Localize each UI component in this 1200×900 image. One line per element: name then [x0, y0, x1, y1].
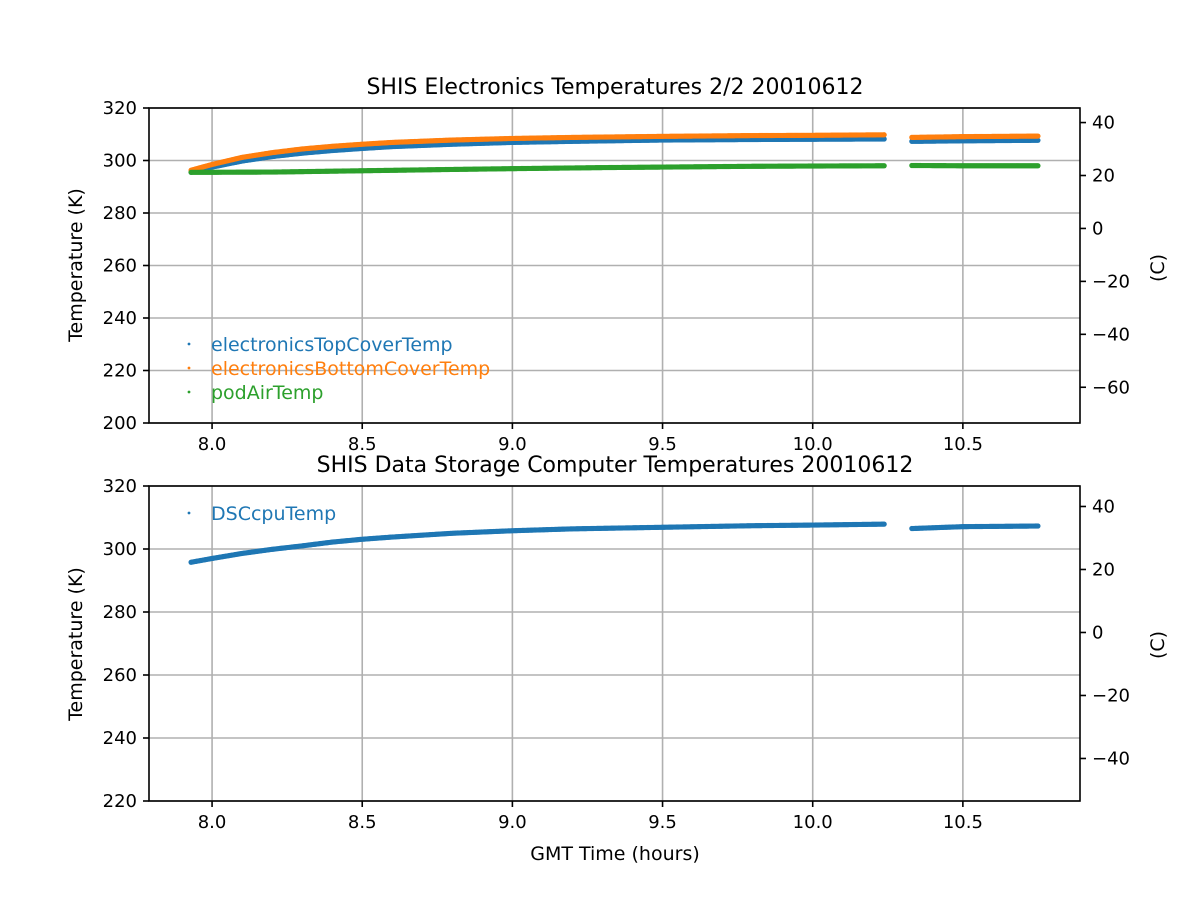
x-tick-label: 10.5	[943, 812, 983, 833]
y-tick-label: 280	[103, 602, 137, 623]
y2-tick-label: −60	[1092, 377, 1130, 398]
data-point	[1035, 133, 1041, 139]
legend-marker	[187, 342, 191, 346]
x-tick-label: 9.0	[498, 434, 527, 455]
y-tick-label: 240	[103, 728, 137, 749]
y2-tick-label: 0	[1092, 622, 1103, 643]
x-tick-label: 8.5	[348, 812, 377, 833]
bottom-y-axis-label: Temperature (K)	[65, 567, 87, 722]
y2-tick-label: 20	[1092, 559, 1115, 580]
x-tick-label: 9.5	[648, 434, 677, 455]
data-point	[881, 163, 887, 169]
y2-tick-label: 20	[1092, 166, 1115, 187]
bottom-chart-title: SHIS Data Storage Computer Temperatures …	[317, 453, 914, 478]
x-tick-label: 8.0	[198, 434, 227, 455]
top-y-axis-label: Temperature (K)	[65, 188, 87, 343]
data-point	[881, 521, 887, 527]
legend-label: podAirTemp	[211, 382, 323, 404]
electronics-temperature-panel: SHIS Electronics Temperatures 2/2 200106…	[65, 75, 1169, 455]
x-tick-label: 8.0	[198, 812, 227, 833]
data-point	[1035, 523, 1041, 529]
data-point	[1035, 163, 1041, 169]
y2-tick-label: −40	[1092, 748, 1130, 769]
legend-label: electronicsTopCoverTemp	[211, 334, 453, 356]
y2-tick-label: 40	[1092, 496, 1115, 517]
y2-tick-label: −20	[1092, 685, 1130, 706]
bottom-x-axis-label: GMT Time (hours)	[530, 843, 700, 865]
x-tick-label: 10.5	[943, 434, 983, 455]
y-tick-label: 220	[103, 791, 137, 812]
top-y2-axis-label: (C)	[1147, 254, 1169, 282]
legend-label: DSCcpuTemp	[211, 503, 336, 525]
legend-marker	[187, 366, 191, 370]
y-tick-label: 260	[103, 256, 137, 277]
x-tick-label: 9.5	[648, 812, 677, 833]
series-electronicsBottomCoverTemp	[188, 132, 1041, 173]
x-tick-label: 10.0	[793, 812, 833, 833]
bottom-plot-frame	[148, 485, 1081, 802]
top-chart-title: SHIS Electronics Temperatures 2/2 200106…	[366, 75, 863, 100]
y-tick-label: 220	[103, 361, 137, 382]
y-tick-label: 280	[103, 203, 137, 224]
y-tick-label: 320	[103, 98, 137, 119]
y2-tick-label: −20	[1092, 271, 1130, 292]
data-point	[881, 132, 887, 138]
legend-marker	[187, 390, 191, 394]
x-tick-label: 8.5	[348, 434, 377, 455]
legend-marker	[187, 511, 191, 515]
y-tick-label: 200	[103, 413, 137, 434]
data-point	[1035, 137, 1041, 143]
y-tick-label: 300	[103, 151, 137, 172]
data-storage-temperature-panel: SHIS Data Storage Computer Temperatures …	[65, 453, 1169, 865]
y2-tick-label: 40	[1092, 113, 1115, 134]
y-tick-label: 240	[103, 308, 137, 329]
data-point	[881, 136, 887, 142]
y-tick-label: 260	[103, 665, 137, 686]
series-DSCcpuTemp	[188, 521, 1041, 565]
y-tick-label: 320	[103, 476, 137, 497]
y-tick-label: 300	[103, 539, 137, 560]
bottom-y2-axis-label: (C)	[1147, 631, 1169, 659]
x-tick-label: 10.0	[793, 434, 833, 455]
series-podAirTemp	[188, 162, 1041, 175]
x-tick-label: 9.0	[498, 812, 527, 833]
y2-tick-label: −40	[1092, 324, 1130, 345]
y2-tick-label: 0	[1092, 218, 1103, 239]
legend-label: electronicsBottomCoverTemp	[211, 358, 490, 380]
